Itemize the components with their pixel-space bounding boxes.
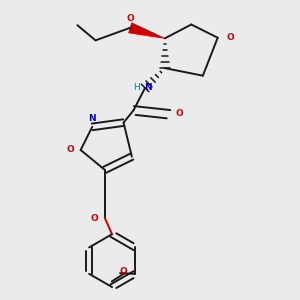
- Text: O: O: [226, 33, 234, 42]
- Text: O: O: [175, 109, 183, 118]
- Text: H: H: [134, 83, 140, 92]
- Text: O: O: [91, 214, 99, 223]
- Text: O: O: [119, 267, 127, 276]
- Text: N: N: [145, 83, 152, 92]
- Text: N: N: [88, 114, 96, 123]
- Polygon shape: [129, 23, 165, 38]
- Text: O: O: [67, 145, 75, 154]
- Text: O: O: [126, 14, 134, 23]
